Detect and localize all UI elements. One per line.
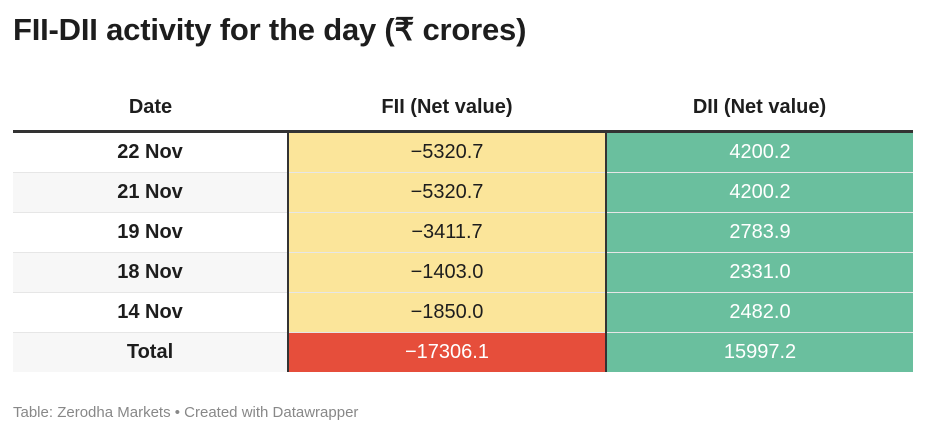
fii-value-cell: −1403.0 — [288, 252, 607, 293]
dii-value-cell: 2482.0 — [606, 292, 913, 333]
date-cell: 19 Nov — [13, 212, 289, 253]
date-cell: 14 Nov — [13, 292, 289, 333]
fii-value-cell: −17306.1 — [288, 332, 607, 372]
column-header-date: Date — [13, 85, 288, 133]
table-row: 14 Nov −1850.0 2482.0 — [13, 292, 913, 333]
dii-value-cell: 15997.2 — [606, 332, 913, 372]
table-row: 18 Nov −1403.0 2331.0 — [13, 252, 913, 293]
date-cell: Total — [13, 332, 289, 372]
source-footer: Table: Zerodha Markets • Created with Da… — [13, 404, 359, 421]
table-row: 19 Nov −3411.7 2783.9 — [13, 212, 913, 253]
date-cell: 18 Nov — [13, 252, 289, 293]
table-row: 21 Nov −5320.7 4200.2 — [13, 172, 913, 213]
fii-value-cell: −5320.7 — [288, 172, 607, 213]
column-header-fii: FII (Net value) — [288, 85, 606, 133]
fii-value-cell: −3411.7 — [288, 212, 607, 253]
chart-title: FII-DII activity for the day (₹ crores) — [13, 12, 527, 47]
table-row: 22 Nov −5320.7 4200.2 — [13, 131, 913, 173]
dii-value-cell: 4200.2 — [606, 172, 913, 213]
dii-value-cell: 2331.0 — [606, 252, 913, 293]
table-header-row: Date FII (Net value) DII (Net value) — [13, 85, 913, 133]
fii-value-cell: −1850.0 — [288, 292, 607, 333]
dii-value-cell: 2783.9 — [606, 212, 913, 253]
fii-dii-table: Date FII (Net value) DII (Net value) 22 … — [13, 85, 913, 372]
column-header-dii: DII (Net value) — [606, 85, 913, 133]
table-row: Total −17306.1 15997.2 — [13, 332, 913, 372]
table-body: 22 Nov −5320.7 4200.2 21 Nov −5320.7 4200.2 19… — [13, 131, 913, 372]
date-cell: 21 Nov — [13, 172, 289, 213]
date-cell: 22 Nov — [13, 131, 289, 173]
fii-value-cell: −5320.7 — [288, 131, 607, 173]
dii-value-cell: 4200.2 — [606, 131, 913, 173]
